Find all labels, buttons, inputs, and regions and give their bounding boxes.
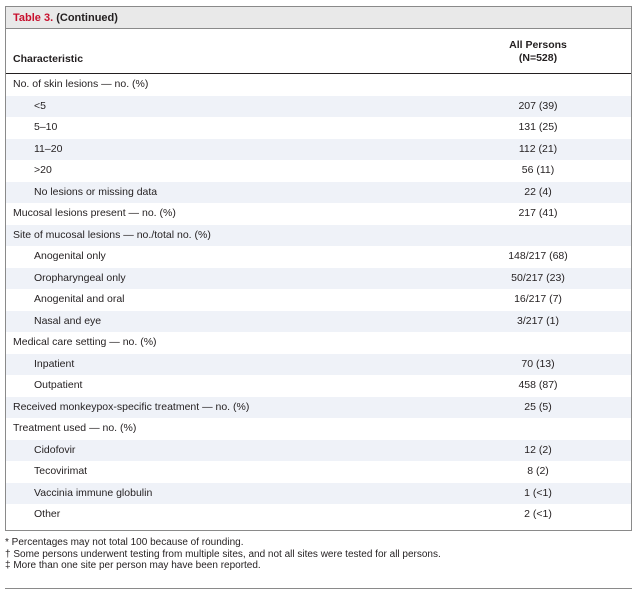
- row-characteristic: Medical care setting — no. (%): [13, 336, 157, 348]
- footnote: ‡ More than one site per person may have…: [5, 560, 261, 571]
- row-characteristic: Received monkeypox-specific treatment — …: [13, 400, 250, 413]
- row-characteristic: Inpatient: [34, 357, 75, 370]
- table-header-row: Characteristic All Persons (N=528): [6, 29, 631, 74]
- header-all-persons: All Persons (N=528): [468, 39, 608, 65]
- table-row: Anogenital only 148/217 (68): [6, 246, 631, 268]
- row-characteristic: <5: [34, 99, 46, 112]
- table-row: Site of mucosal lesions — no./total no. …: [6, 224, 631, 246]
- row-value: 25 (5): [524, 400, 552, 413]
- row-characteristic: Anogenital only: [34, 250, 106, 262]
- bottom-rule: [5, 588, 632, 589]
- table-row: Oropharyngeal only 50/217 (23): [6, 267, 631, 289]
- row-value: 3/217 (1): [516, 314, 560, 327]
- table-row: Treatment used — no. (%): [6, 418, 631, 440]
- table-row: Vaccinia immune globulin 1 (<1): [6, 482, 631, 504]
- table-row: >20 56 (11): [6, 160, 631, 182]
- row-value: 112 (21): [518, 142, 558, 155]
- table-row: Outpatient 458 (87): [6, 375, 631, 397]
- row-value: 207 (39): [518, 99, 558, 112]
- table-row: <5 207 (39): [6, 95, 631, 117]
- row-characteristic: Site of mucosal lesions — no./total no. …: [13, 228, 211, 241]
- row-value: 217 (41): [518, 207, 558, 219]
- row-value: 70 (13): [521, 357, 555, 370]
- table-row: 11–20 112 (21): [6, 138, 631, 160]
- row-characteristic: No lesions or missing data: [34, 185, 158, 198]
- table-row: Received monkeypox-specific treatment — …: [6, 396, 631, 418]
- table-row: 5–10 131 (25): [6, 117, 631, 139]
- table-container: Table 3. (Continued) Characteristic All …: [5, 6, 632, 531]
- row-characteristic: Cidofovir: [34, 443, 76, 456]
- row-value: 1 (<1): [524, 486, 552, 499]
- table-caption: Table 3. (Continued): [6, 7, 631, 29]
- table-row: Nasal and eye 3/217 (1): [6, 310, 631, 332]
- row-value: 8 (2): [527, 465, 549, 477]
- table-row: No lesions or missing data 22 (4): [6, 181, 631, 203]
- header-all-persons-title: All Persons: [509, 39, 567, 51]
- row-characteristic: Vaccinia immune globulin: [34, 486, 153, 499]
- row-value: 16/217 (7): [514, 293, 562, 305]
- row-characteristic: Outpatient: [34, 379, 83, 391]
- row-characteristic: Mucosal lesions present — no. (%): [13, 207, 176, 219]
- row-value: 2 (<1): [524, 508, 552, 520]
- row-value: 56 (11): [521, 164, 555, 176]
- footnote: † Some persons underwent testing from mu…: [5, 548, 441, 560]
- header-all-persons-n: (N=528): [518, 52, 558, 64]
- table-row: Other 2 (<1): [6, 504, 631, 526]
- table-number: Table 3.: [13, 12, 54, 24]
- row-characteristic: Nasal and eye: [34, 314, 102, 327]
- row-characteristic: No. of skin lesions — no. (%): [13, 78, 149, 90]
- row-characteristic: Treatment used — no. (%): [13, 422, 137, 434]
- table-row: Anogenital and oral 16/217 (7): [6, 289, 631, 311]
- row-characteristic: Other: [34, 508, 61, 520]
- row-value: 458 (87): [518, 379, 558, 391]
- table-row: Cidofovir 12 (2): [6, 439, 631, 461]
- row-characteristic: Oropharyngeal only: [34, 271, 126, 284]
- table-continued-label: (Continued): [56, 12, 118, 24]
- table-row: Tecovirimat 8 (2): [6, 461, 631, 483]
- row-characteristic: 5–10: [34, 121, 58, 133]
- row-characteristic: 11–20: [34, 142, 63, 155]
- row-characteristic: Tecovirimat: [34, 465, 88, 477]
- row-characteristic: Anogenital and oral: [34, 293, 125, 305]
- footnote: * Percentages may not total 100 because …: [5, 537, 244, 548]
- row-value: 50/217 (23): [511, 271, 565, 284]
- row-value: 12 (2): [524, 443, 552, 456]
- row-value: 148/217 (68): [508, 250, 568, 262]
- header-characteristic: Characteristic: [13, 53, 84, 65]
- table-row: Medical care setting — no. (%): [6, 332, 631, 354]
- table-row: Mucosal lesions present — no. (%) 217 (41…: [6, 203, 631, 225]
- table-body: No. of skin lesions — no. (%) <5 207 (39) 5…: [6, 74, 631, 526]
- footnotes: * Percentages may not total 100 because …: [5, 537, 632, 572]
- row-characteristic: >20: [34, 164, 52, 176]
- row-value: 131 (25): [518, 121, 558, 133]
- table-row: Inpatient 70 (13): [6, 353, 631, 375]
- row-value: 22 (4): [524, 185, 552, 198]
- table-row: No. of skin lesions — no. (%): [6, 74, 631, 96]
